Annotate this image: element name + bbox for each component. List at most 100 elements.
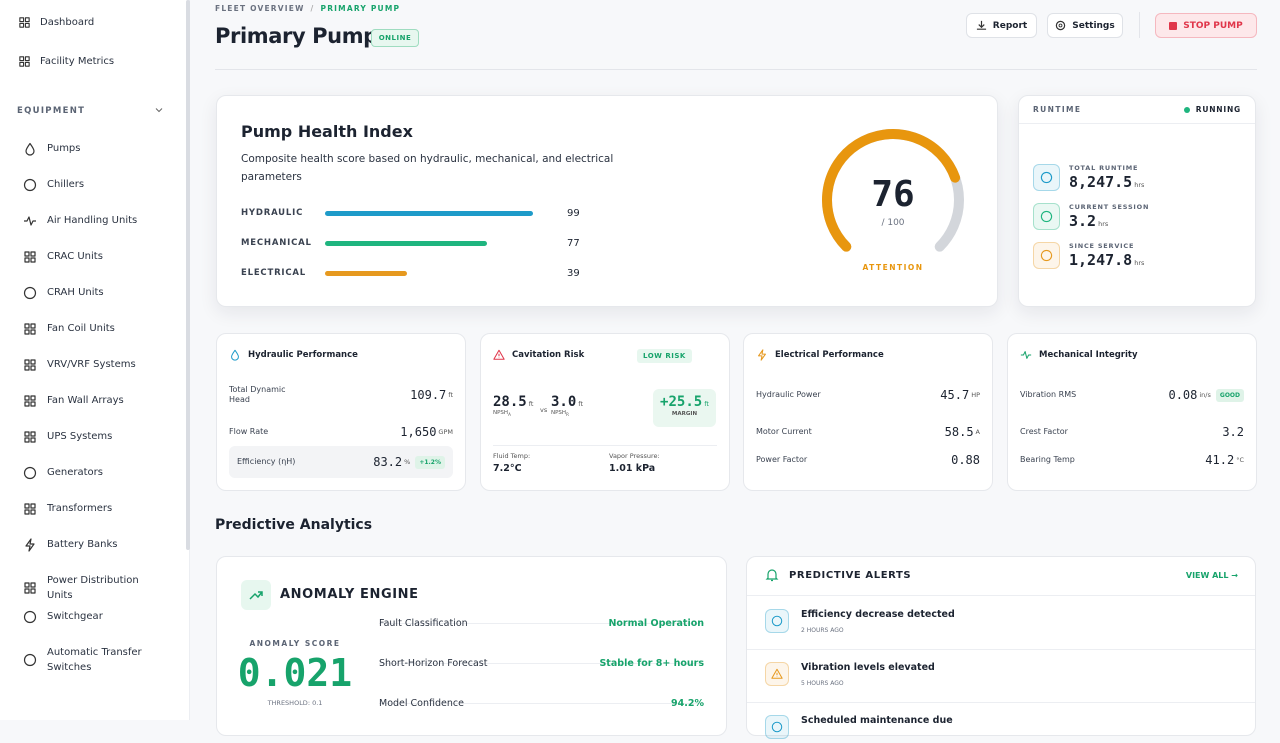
metric-label: Motor Current [756, 427, 812, 436]
icon-path [19, 56, 30, 67]
metric-row: Flow Rate 1,650 GPM [229, 418, 453, 446]
value: 8,247.5 [1069, 173, 1133, 191]
unit: hrs [1098, 220, 1109, 228]
nav-item[interactable]: Switchgear [23, 609, 153, 624]
metric-label: Hydraulic Power [756, 390, 821, 399]
icon-path [24, 322, 36, 335]
label: NPSH [493, 410, 509, 416]
npsh: 28.5 ft NPSHA [493, 394, 533, 417]
bar [325, 240, 487, 246]
metric-row: Motor Current 58.5 A [756, 418, 980, 446]
runtime-icon [1033, 164, 1060, 191]
margin-value: +25.5 ft [653, 394, 716, 410]
nav-item[interactable]: Power Distribution Units [23, 573, 153, 603]
metric-card: Hydraulic Performance Total Dynamic Head 1… [216, 333, 466, 491]
divider [1139, 12, 1140, 38]
header-rule [215, 69, 1257, 70]
metric-label: Power Factor [756, 455, 808, 464]
runtime-value: 8,247.5 hrs [1069, 173, 1144, 191]
alert-title: Efficiency decrease detected [801, 609, 955, 620]
report-button[interactable]: Report [966, 13, 1037, 38]
bar-track [325, 210, 535, 216]
metric-row: Total Dynamic Head 109.7 ft [229, 381, 453, 409]
card-title: Electrical Performance [775, 350, 884, 360]
alert-title: Scheduled maintenance due [801, 715, 953, 726]
nav-label: Power Distribution Units [47, 575, 139, 601]
nav-label: Switchgear [47, 611, 103, 622]
anomaly-row: Fault Classification Normal Operation [379, 603, 704, 629]
divider [1019, 123, 1255, 124]
metric-row: Crest Factor 3.2 [1020, 418, 1244, 446]
nav-item[interactable]: CRAH Units [23, 285, 153, 300]
bar [325, 270, 407, 276]
npsh-value: 3.0 ft [551, 394, 583, 410]
card-description: Composite health score based on hydrauli… [241, 153, 614, 183]
icon [24, 215, 36, 226]
icon-path [24, 215, 36, 226]
nav-item[interactable]: Battery Banks [23, 537, 153, 552]
download-icon [976, 20, 986, 30]
value: 41.2 [1205, 453, 1235, 467]
card-title: PREDICTIVE ALERTS [789, 570, 912, 581]
icon-path [1040, 249, 1053, 262]
metric-row: Hydraulic Power 45.7 HP [756, 381, 980, 409]
icon [19, 56, 30, 67]
sidebar: Dashboard Facility Metrics EQUIPMENT Pumps C… [0, 0, 190, 720]
divider [747, 702, 1255, 703]
screen: { "sidebar":{ "top":["Dashboard","Facili… [0, 0, 1257, 739]
icon-path [24, 358, 36, 371]
nav-item[interactable]: Generators [23, 465, 153, 480]
icon-path [23, 653, 37, 667]
runtime-value: 1,247.8 hrs [1069, 251, 1144, 269]
icon-path [23, 286, 37, 299]
nav-item[interactable]: CRAC Units [23, 249, 153, 264]
breadcrumb-item: PRIMARY PUMP [320, 4, 401, 13]
runtime-status: RUNNING [1183, 105, 1241, 114]
nav-item[interactable]: Air Handling Units [23, 213, 153, 228]
nav-item[interactable]: VRV/VRF Systems [23, 357, 153, 372]
nav-item[interactable]: UPS Systems [23, 429, 153, 444]
nav-item[interactable]: Fan Wall Arrays [23, 393, 153, 408]
icon-path [19, 17, 30, 28]
stop-icon [1169, 21, 1178, 30]
nav-item[interactable]: Facility Metrics [18, 55, 114, 68]
nav-label: CRAC Units [47, 251, 103, 262]
footer-value: 1.01 kPa [609, 463, 656, 474]
view-all-link[interactable]: VIEW ALL → [1185, 571, 1238, 580]
bar-value: 99 [567, 207, 580, 219]
divider [493, 445, 717, 446]
status-text: RUNNING [1195, 105, 1241, 114]
nav-label: Fan Wall Arrays [47, 395, 124, 406]
gauge-arc [822, 129, 961, 252]
icon [24, 502, 36, 515]
value: 109.7 [410, 388, 447, 402]
gauge-status: ATTENTION [862, 263, 923, 272]
stop-button[interactable]: STOP PUMP [1155, 13, 1257, 38]
unit: % [404, 458, 411, 466]
value: 3.2 [1222, 425, 1244, 439]
settings-button[interactable]: Settings [1047, 13, 1123, 38]
subscript: A [508, 412, 511, 418]
nav-item[interactable]: Fan Coil Units [23, 321, 153, 336]
nav-item[interactable]: Dashboard [18, 16, 94, 29]
icon [24, 322, 36, 335]
metric-row: Power Factor 0.88 [756, 446, 980, 474]
metric-value: 3.2 [1222, 425, 1244, 439]
icon [23, 610, 37, 623]
nav-item[interactable]: Chillers [23, 177, 153, 192]
icon [1040, 171, 1053, 184]
value: +25.5 [660, 394, 703, 410]
metric-value: 0.88 [951, 453, 980, 467]
breadcrumb-item[interactable]: FLEET OVERVIEW [215, 4, 305, 13]
nav-item[interactable]: Automatic Transfer Switches [23, 645, 153, 675]
section-header[interactable]: EQUIPMENT [17, 106, 163, 116]
nav-item[interactable]: Pumps [23, 141, 153, 156]
score-label: ANOMALY SCORE [249, 639, 341, 648]
alert-icon [765, 662, 789, 686]
runtime-card: RUNTIME RUNNING TOTAL RUNTIME 8,247.5 hrs C… [1018, 95, 1256, 307]
value: 0.88 [951, 453, 980, 467]
nav-item[interactable]: Transformers [23, 501, 153, 516]
chevron-path [155, 108, 163, 113]
icon [25, 537, 35, 552]
button-label: Settings [1072, 20, 1115, 31]
